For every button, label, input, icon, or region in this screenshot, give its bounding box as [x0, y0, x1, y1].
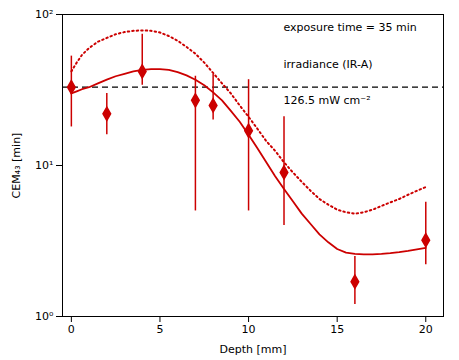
svg-text:10¹: 10¹	[35, 159, 53, 172]
svg-text:irradiance (IR-A): irradiance (IR-A)	[283, 58, 372, 71]
svg-text:10²: 10²	[35, 8, 53, 21]
svg-text:20: 20	[419, 323, 433, 336]
svg-text:5: 5	[156, 323, 163, 336]
svg-text:10: 10	[242, 323, 256, 336]
svg-text:CEM₄₃ [min]: CEM₄₃ [min]	[10, 133, 23, 199]
svg-text:15: 15	[330, 323, 344, 336]
svg-text:126.5 mW cm⁻²: 126.5 mW cm⁻²	[283, 94, 370, 107]
svg-text:exposure time = 35 min: exposure time = 35 min	[283, 21, 416, 34]
svg-text:Depth [mm]: Depth [mm]	[219, 343, 286, 356]
svg-text:0: 0	[68, 323, 75, 336]
svg-text:10⁰: 10⁰	[35, 310, 54, 323]
